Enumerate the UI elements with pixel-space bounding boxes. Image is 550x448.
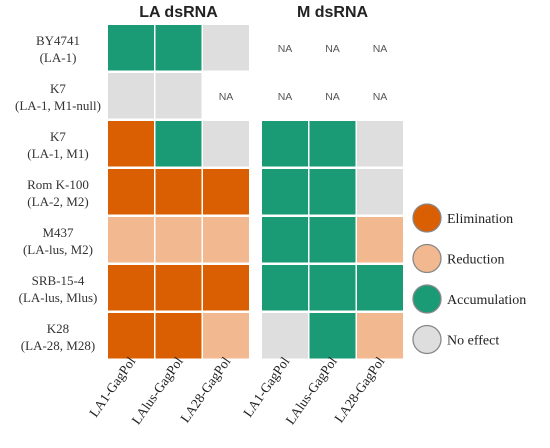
row-label: (LA-28, M28)	[21, 338, 95, 353]
panel-title: M dsRNA	[297, 4, 369, 21]
heatmap-cell	[309, 265, 356, 311]
heatmap-cell	[108, 265, 154, 311]
heatmap-cell	[309, 169, 356, 215]
column-label: LA1-GagPol	[86, 354, 138, 420]
row-label: K7	[50, 129, 66, 144]
legend-swatch	[412, 243, 442, 274]
heatmap-cell	[108, 121, 154, 167]
row-labels: BY4741 (LA-1) K7 (LA-1, M1-null) K7 (LA-1, M1…	[15, 33, 101, 353]
heatmap-cell	[262, 217, 308, 263]
legend-swatch	[412, 203, 442, 233]
heatmap-cell	[357, 217, 403, 263]
heatmap-cell	[262, 313, 308, 359]
legend-label: No effect	[447, 334, 499, 349]
row-label: (LA-lus, Mlus)	[19, 290, 98, 305]
heatmap-cell	[203, 25, 249, 71]
na-label: NA	[325, 43, 340, 55]
heatmap-cell	[155, 121, 202, 167]
heatmap-cell	[203, 169, 249, 215]
row-label: M437	[42, 225, 74, 240]
heatmap-cell	[155, 313, 202, 359]
heatmap-cell	[155, 25, 202, 71]
row-label: (LA-lus, M2)	[23, 242, 93, 257]
heatmap-cell	[309, 121, 356, 167]
na-label: NA	[373, 43, 388, 55]
na-label: NA	[325, 91, 340, 103]
row-label: (LA-2, M2)	[27, 194, 88, 209]
na-label: NA	[278, 43, 293, 55]
row-label: (LA-1, M1-null)	[15, 98, 101, 113]
panel-la-dsrna: LA dsRNANALA1-GagPolLAlus-GagPolLA28-Gag…	[86, 4, 249, 427]
heatmap-cell	[357, 169, 403, 215]
panel-title: LA dsRNA	[139, 4, 218, 21]
heatmap-cell	[155, 169, 202, 215]
na-label: NA	[373, 91, 388, 103]
heatmap-cell	[357, 265, 403, 311]
legend-swatch	[412, 284, 442, 314]
heatmap-cell	[262, 169, 308, 215]
row-label: (LA-1, M1)	[27, 146, 88, 161]
heatmap-cell	[155, 217, 202, 263]
heatmap-cell	[203, 121, 249, 167]
heatmap-cell	[357, 313, 403, 359]
heatmap-cell	[262, 121, 308, 167]
heatmap-cell	[309, 313, 356, 359]
heatmap-cell	[155, 73, 202, 119]
column-label: LA28-GagPol	[331, 354, 387, 425]
legend-swatch	[412, 324, 442, 355]
heatmap-cell	[203, 217, 249, 263]
heatmap-cell	[203, 265, 249, 311]
heatmap-cell	[357, 121, 403, 167]
row-label: (LA-1)	[40, 50, 77, 65]
row-label: K28	[47, 321, 69, 336]
legend-label: Elimination	[447, 212, 513, 227]
heatmap-cell	[108, 169, 154, 215]
na-label: NA	[219, 91, 234, 103]
heatmap-cell	[108, 217, 154, 263]
row-label: SRB-15-4	[32, 273, 85, 288]
heatmap-cell	[309, 217, 356, 263]
heatmap-cell	[108, 25, 154, 71]
na-label: NA	[278, 91, 293, 103]
column-label: LA1-GagPol	[240, 354, 292, 420]
legend-label: Accumulation	[447, 293, 526, 308]
row-label: Rom K-100	[27, 177, 89, 192]
column-label: LA28-GagPol	[177, 354, 233, 425]
heatmap-cell	[155, 265, 202, 311]
heatmap-cell	[108, 313, 154, 359]
legend: Elimination Reduction Accumulation No effec…	[412, 203, 526, 355]
row-label: K7	[50, 81, 66, 96]
heatmap-cell	[108, 73, 154, 119]
legend-label: Reduction	[447, 253, 505, 268]
heatmap-cell	[203, 313, 249, 359]
heatmap-cell	[262, 265, 308, 311]
row-label: BY4741	[36, 33, 80, 48]
